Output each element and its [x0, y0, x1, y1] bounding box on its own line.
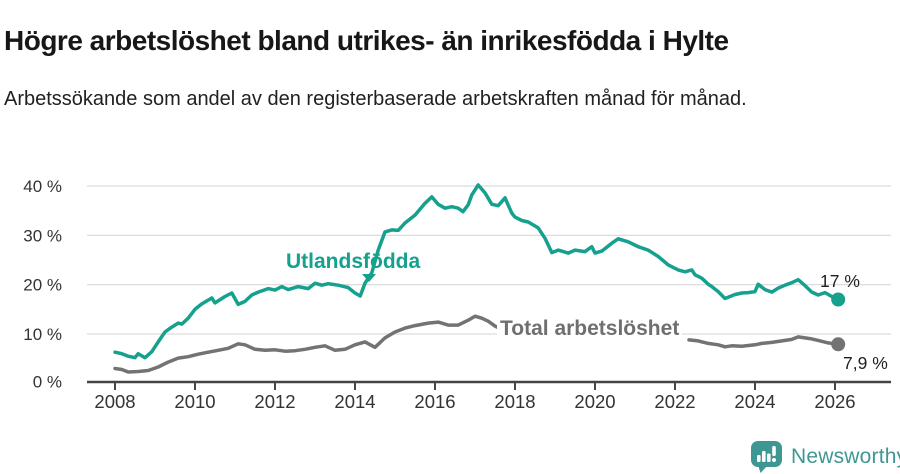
- svg-text:2008: 2008: [94, 391, 135, 412]
- svg-text:2016: 2016: [414, 391, 455, 412]
- svg-text:2022: 2022: [654, 391, 695, 412]
- svg-text:20 %: 20 %: [23, 276, 62, 295]
- y-axis-labels: 0 % 10 % 20 % 30 % 40 %: [23, 177, 62, 391]
- svg-text:0 %: 0 %: [33, 373, 62, 392]
- newsworthy-logo-icon: [751, 441, 782, 473]
- svg-text:2020: 2020: [574, 391, 615, 412]
- newsworthy-logo: Newsworthy: [750, 440, 900, 473]
- svg-text:2014: 2014: [334, 391, 375, 412]
- series-label-utlandsfodda: Utlandsfödda: [286, 250, 421, 273]
- annotation-utlandsfodda-value: 17 %: [820, 271, 860, 291]
- series-lines: [113, 183, 846, 374]
- svg-text:2010: 2010: [174, 391, 215, 412]
- svg-text:2026: 2026: [814, 391, 855, 412]
- svg-text:2018: 2018: [494, 391, 535, 412]
- gridlines: [87, 185, 891, 335]
- page-title: Högre arbetslöshet bland utrikes- än inr…: [4, 24, 729, 56]
- svg-text:30 %: 30 %: [23, 226, 62, 245]
- annotation-total-value: 7,9 %: [843, 353, 888, 373]
- x-axis: [87, 380, 891, 390]
- svg-text:2012: 2012: [254, 391, 295, 412]
- svg-text:10 %: 10 %: [23, 325, 62, 344]
- series-label-total-arbetsloshet: Total arbetslöshet: [497, 316, 683, 342]
- newsworthy-wordmark: Newsworthy: [791, 444, 900, 468]
- arrow-down-icon: [362, 274, 376, 282]
- x-axis-labels: 2008 2010 2012 2014 2016 2018 2020 2022 2024 2026: [94, 391, 855, 412]
- svg-text:2024: 2024: [734, 391, 775, 412]
- page-subtitle: Arbetssökande som andel av den registerb…: [4, 88, 747, 110]
- svg-text:40 %: 40 %: [23, 177, 62, 196]
